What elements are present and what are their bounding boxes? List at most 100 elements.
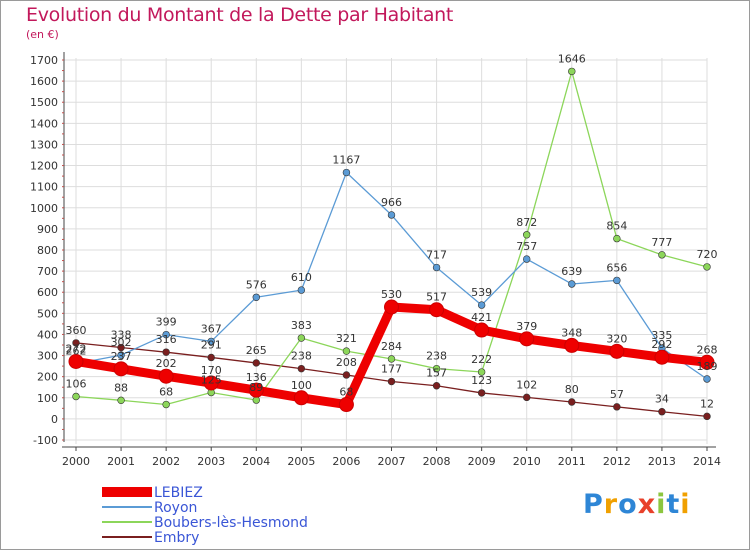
y-tick-label: 400: [37, 328, 58, 341]
data-label: 576: [246, 278, 267, 291]
data-label: 268: [697, 343, 718, 356]
data-label: 854: [606, 220, 627, 233]
data-label: 320: [606, 332, 627, 345]
y-tick-label: 800: [37, 244, 58, 257]
legend-label: Embry: [154, 530, 199, 546]
data-point: [568, 280, 576, 288]
data-point: [387, 355, 396, 363]
data-point: [207, 353, 215, 362]
data-label: 316: [156, 333, 177, 346]
data-point: [162, 348, 170, 356]
data-label: 338: [111, 329, 132, 342]
legend-label: Royon: [154, 500, 197, 516]
y-tick-label: 700: [37, 265, 58, 278]
data-point: [564, 337, 580, 353]
data-point: [297, 364, 306, 373]
x-tick-label: 2010: [513, 455, 541, 468]
data-point: [568, 398, 576, 406]
data-label: 237: [111, 350, 132, 363]
data-label: 639: [561, 265, 582, 278]
x-tick-label: 2002: [152, 455, 180, 468]
data-point: [162, 330, 170, 339]
x-tick-label: 2014: [693, 455, 721, 468]
data-point: [387, 211, 396, 219]
data-point: [699, 354, 715, 370]
x-tick-label: 2013: [648, 455, 676, 468]
chart-title: Evolution du Montant de la Dette par Hab…: [26, 4, 454, 26]
legend-label: LEBIEZ: [154, 485, 203, 501]
data-label: 656: [606, 261, 627, 274]
x-tick-label: 2005: [287, 455, 315, 468]
data-label: 757: [516, 240, 537, 253]
y-tick-label: 900: [37, 223, 58, 236]
data-point: [477, 301, 486, 309]
data-point: [432, 382, 441, 390]
x-tick-label: 2000: [62, 455, 90, 468]
data-label: 262: [66, 345, 87, 358]
data-label: 136: [246, 371, 267, 384]
data-point: [703, 263, 711, 271]
data-label: 106: [66, 378, 87, 391]
y-tick-label: 1100: [30, 181, 58, 194]
data-label: 238: [426, 350, 447, 363]
data-point: [117, 343, 125, 352]
data-label: 530: [381, 288, 402, 301]
y-tick-label: -100: [33, 434, 58, 447]
x-tick-label: 2012: [603, 455, 631, 468]
data-point: [613, 234, 621, 243]
data-point: [72, 339, 80, 347]
data-point: [613, 276, 621, 285]
data-label: 383: [291, 319, 312, 332]
data-label: 539: [471, 286, 492, 299]
chart-subtitle: (en €): [26, 28, 59, 41]
x-tick-label: 2011: [558, 455, 586, 468]
data-point: [342, 168, 351, 177]
proxiti-logo: Proxiti: [583, 489, 691, 520]
data-point: [519, 331, 535, 347]
data-label: 57: [610, 388, 624, 401]
data-point: [117, 396, 125, 405]
data-point: [342, 347, 351, 355]
data-label: 34: [655, 393, 669, 406]
data-point: [658, 251, 666, 259]
data-point: [384, 299, 399, 315]
data-label: 717: [426, 249, 447, 262]
data-point: [432, 364, 441, 373]
data-label: 202: [156, 357, 177, 370]
data-point: [338, 397, 354, 413]
data-label: 177: [381, 363, 402, 376]
data-point: [477, 368, 486, 376]
data-label: 89: [249, 381, 263, 394]
data-point: [568, 67, 576, 76]
data-label: 872: [516, 216, 537, 229]
data-label: 12: [700, 397, 714, 410]
data-label: 360: [66, 324, 87, 337]
data-label: 68: [339, 386, 353, 399]
y-tick-label: 600: [37, 286, 58, 299]
y-tick-label: 1300: [30, 138, 58, 151]
data-point: [68, 353, 84, 369]
data-label: 100: [291, 379, 312, 392]
y-tick-label: 500: [37, 307, 58, 320]
data-label: 777: [651, 236, 672, 249]
data-point: [297, 334, 306, 342]
data-label: 421: [471, 311, 492, 324]
data-label: 517: [426, 291, 447, 304]
data-point: [658, 408, 666, 416]
data-point: [293, 390, 309, 406]
data-label: 321: [336, 332, 357, 345]
series-group: [68, 67, 715, 421]
data-point: [613, 403, 621, 411]
data-point: [703, 375, 711, 383]
y-tick-label: 0: [51, 413, 58, 426]
data-point: [523, 231, 531, 239]
data-label: 1646: [558, 52, 586, 65]
data-label: 292: [651, 338, 672, 351]
data-point: [609, 343, 625, 359]
y-tick-label: 1700: [30, 54, 58, 67]
y-tick-label: 300: [37, 350, 58, 363]
data-label: 157: [426, 367, 447, 380]
x-tick-label: 2004: [242, 455, 270, 468]
